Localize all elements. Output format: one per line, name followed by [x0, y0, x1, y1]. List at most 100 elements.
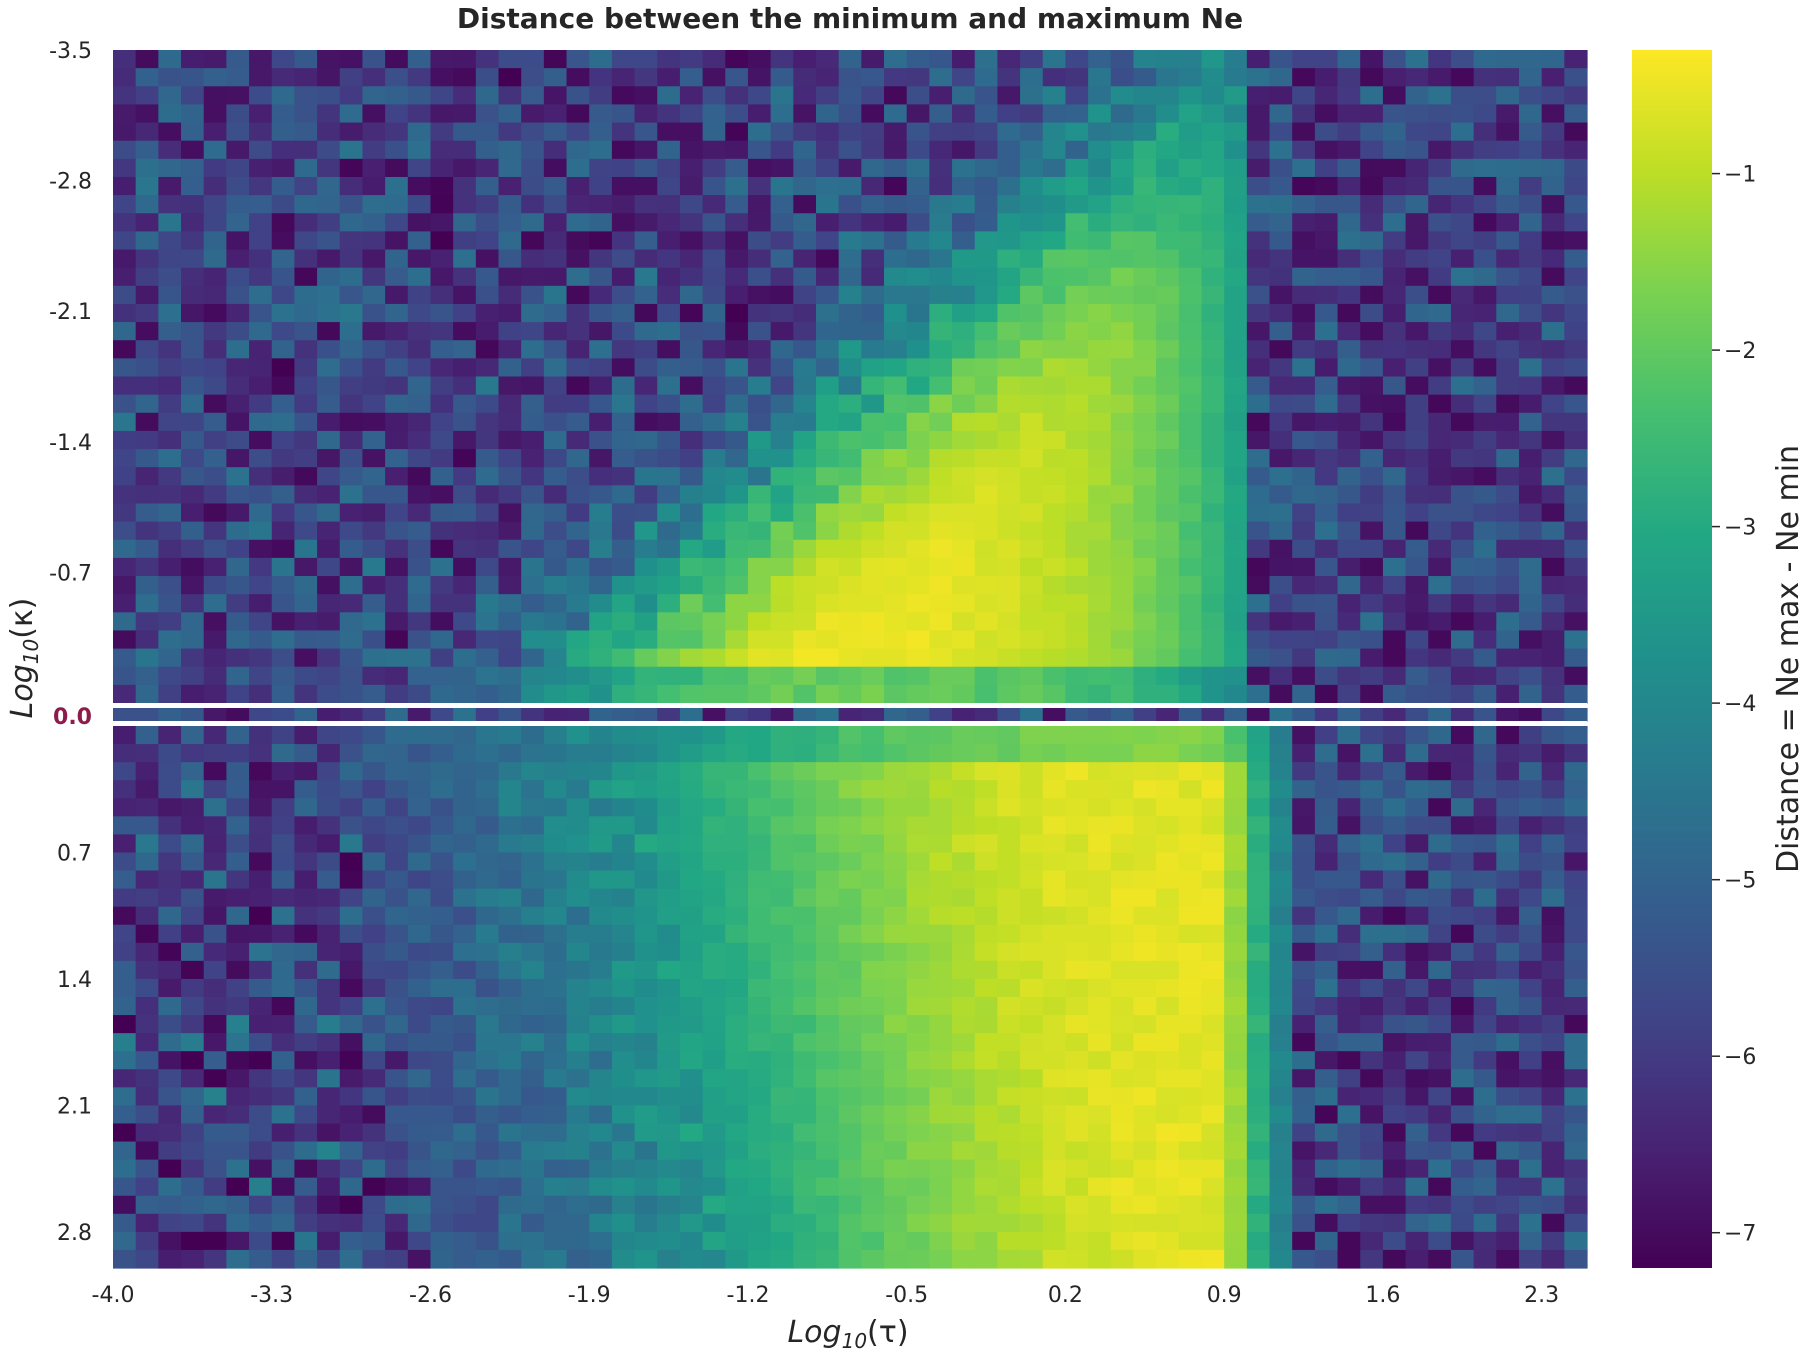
heatmap-cell [1360, 1033, 1384, 1052]
heatmap-cell [1246, 50, 1271, 69]
heatmap-cell [679, 412, 704, 432]
heatmap-cell [1201, 50, 1225, 69]
heatmap-cell [226, 870, 250, 890]
heatmap-cell [135, 231, 159, 251]
heatmap-cell [1496, 140, 1520, 160]
heatmap-cell [294, 726, 318, 745]
heatmap-cell [181, 322, 205, 341]
heatmap-cell [793, 780, 817, 799]
heatmap-cell [1564, 485, 1588, 505]
heatmap-cell [1541, 122, 1565, 142]
heatmap-cell [385, 960, 409, 980]
heatmap-cell [1428, 394, 1452, 414]
heatmap-cell [1224, 648, 1248, 668]
heatmap-cell [339, 195, 364, 214]
heatmap-cell [1088, 816, 1112, 835]
heatmap-cell [838, 467, 862, 486]
heatmap-cell [1088, 576, 1112, 595]
heatmap-cell [1246, 648, 1271, 668]
heatmap-cell [974, 684, 998, 704]
heatmap-cell [1224, 158, 1248, 178]
heatmap-cell [1337, 744, 1361, 763]
heatmap-cell [1337, 1033, 1361, 1052]
heatmap-cell [725, 158, 749, 178]
heatmap-cell [1360, 539, 1384, 559]
heatmap-cell [203, 285, 227, 305]
heatmap-cell [589, 557, 613, 577]
heatmap-cell [317, 485, 341, 505]
heatmap-cell [1360, 158, 1384, 178]
heatmap-cell [770, 612, 794, 632]
heatmap-cell [1450, 104, 1475, 124]
heatmap-cell [952, 467, 976, 486]
heatmap-cell [1360, 960, 1384, 980]
heatmap-cell [952, 997, 976, 1016]
heatmap-cell [725, 666, 749, 686]
heatmap-cell [770, 852, 794, 872]
heatmap-cell [181, 780, 205, 799]
heatmap-cell [453, 322, 477, 341]
heatmap-cell-kappa-zero [929, 708, 953, 722]
heatmap-cell [793, 594, 817, 613]
heatmap-cell [294, 285, 318, 305]
heatmap-cell [226, 1213, 250, 1233]
heatmap-cell [498, 358, 522, 378]
heatmap-cell [952, 978, 976, 998]
heatmap-cell [543, 104, 568, 124]
heatmap-cell [498, 1033, 522, 1052]
heatmap-cell [589, 539, 613, 559]
heatmap-cell [226, 412, 250, 432]
heatmap-cell [271, 978, 296, 998]
colorbar-ticks: −1−2−3−4−5−6−7 [1712, 163, 1756, 1247]
heatmap-cell [1518, 394, 1543, 414]
heatmap-cell [1178, 104, 1203, 124]
heatmap-cell [838, 1105, 862, 1125]
heatmap-cell [566, 997, 590, 1016]
y-tick-label: 1.4 [57, 968, 92, 993]
heatmap-cell [1042, 176, 1067, 196]
heatmap-cell [135, 430, 159, 450]
heatmap-cell [770, 888, 794, 908]
heatmap-cell [1541, 231, 1565, 251]
heatmap-cell [339, 630, 364, 650]
heatmap-cell [1360, 104, 1384, 124]
heatmap-cell [974, 780, 998, 799]
heatmap-cell [1564, 68, 1588, 87]
heatmap-cell [679, 924, 704, 944]
heatmap-cell [1518, 630, 1543, 650]
heatmap-cell [679, 340, 704, 359]
heatmap-cell [1042, 1213, 1067, 1233]
heatmap-cell [249, 798, 273, 817]
heatmap-cell [679, 666, 704, 686]
heatmap-cell [1292, 140, 1316, 160]
heatmap-cell [1065, 449, 1089, 468]
heatmap-cell [1292, 1231, 1316, 1251]
heatmap-cell [702, 870, 726, 890]
heatmap-cell [475, 1249, 500, 1269]
heatmap-cell [294, 539, 318, 559]
heatmap-cell [521, 68, 545, 87]
heatmap-cell [589, 285, 613, 305]
heatmap-cell [838, 1015, 862, 1034]
heatmap-cell [611, 195, 636, 214]
heatmap-cell [1337, 376, 1361, 396]
heatmap-cell [793, 630, 817, 650]
heatmap-cell [407, 870, 432, 890]
heatmap-cell [906, 648, 930, 668]
heatmap-cell [929, 68, 953, 87]
heatmap-cell [1269, 1195, 1293, 1215]
heatmap-cell [634, 249, 658, 269]
heatmap-cell [747, 1087, 772, 1106]
heatmap-cell [974, 1159, 998, 1179]
heatmap-cell [1518, 576, 1543, 595]
heatmap-cell [1201, 322, 1225, 341]
heatmap-cell [1156, 50, 1180, 69]
heatmap-cell [1065, 303, 1089, 323]
heatmap-cell [657, 50, 681, 69]
heatmap-cell [1292, 1087, 1316, 1106]
heatmap-cell [1065, 1195, 1089, 1215]
heatmap-cell [135, 322, 159, 341]
heatmap-cell [1042, 612, 1067, 632]
heatmap-cell [1564, 1051, 1588, 1070]
heatmap-cell [1201, 485, 1225, 505]
